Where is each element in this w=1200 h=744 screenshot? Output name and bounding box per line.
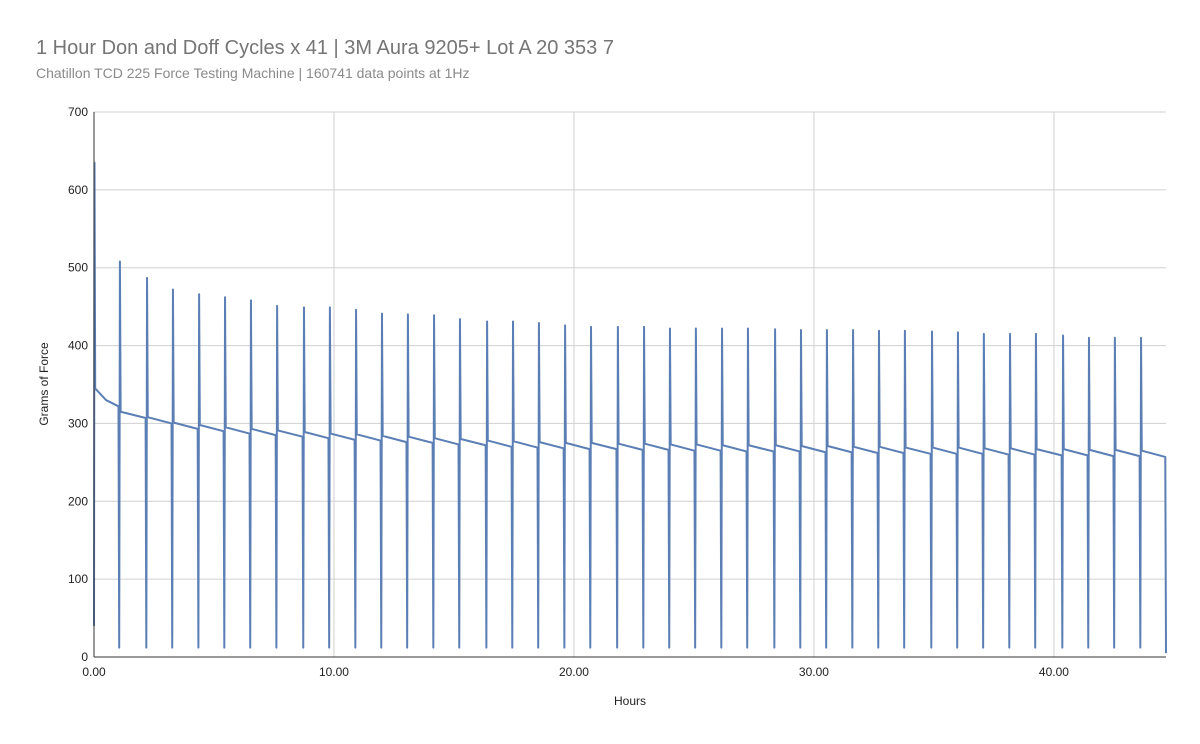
plot-area xyxy=(93,161,1167,654)
y-tick-label: 600 xyxy=(68,183,88,197)
x-tick-label: 0.00 xyxy=(82,665,106,679)
chart-subtitle: Chatillon TCD 225 Force Testing Machine … xyxy=(36,65,469,81)
y-tick-label: 300 xyxy=(68,416,88,430)
y-tick-label: 500 xyxy=(68,261,88,275)
grid: 0 100 200 300 400 500 600 700 0.00 10.00 20.00 30.0… xyxy=(68,105,1166,679)
x-tick-label: 20.00 xyxy=(559,665,589,679)
chart-title: 1 Hour Don and Doff Cycles x 41 | 3M Aur… xyxy=(36,37,614,59)
x-tick-label: 30.00 xyxy=(799,665,829,679)
y-axis-label: Grams of Force xyxy=(37,342,51,426)
y-tick-label: 700 xyxy=(68,105,88,119)
y-tick-label: 100 xyxy=(68,572,88,586)
x-tick-label: 10.00 xyxy=(319,665,349,679)
y-tick-label: 400 xyxy=(68,339,88,353)
x-tick-label: 40.00 xyxy=(1039,665,1069,679)
y-tick-label: 200 xyxy=(68,494,88,508)
y-tick-label: 0 xyxy=(81,650,88,664)
data-line xyxy=(93,161,1167,654)
x-axis-label: Hours xyxy=(614,694,646,708)
